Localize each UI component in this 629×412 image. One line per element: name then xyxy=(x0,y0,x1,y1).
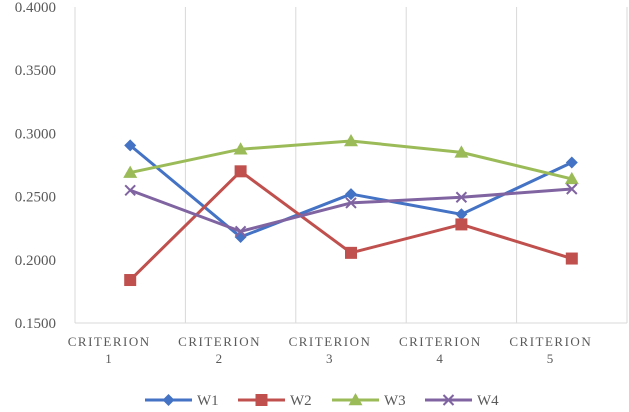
x-tick-label: CRITERION xyxy=(399,334,482,349)
series-w1 xyxy=(124,139,578,244)
data-point-w3 xyxy=(123,165,138,178)
data-point-w3 xyxy=(233,142,248,155)
x-tick-label: 2 xyxy=(216,351,224,366)
data-point-w2 xyxy=(565,252,578,265)
marker-stroke xyxy=(442,394,455,406)
x-tick-label: CRITERION xyxy=(178,334,261,349)
marker-stroke xyxy=(566,183,578,195)
legend-label: W1 xyxy=(197,393,219,407)
data-point-w3 xyxy=(454,145,469,158)
marker-stroke xyxy=(345,197,357,209)
legend-item-w4: W4 xyxy=(425,393,499,409)
data-point-w1 xyxy=(345,188,357,201)
y-tick-label: 0.3500 xyxy=(15,63,56,79)
series-w4 xyxy=(124,183,578,238)
y-tick-label: 0.1500 xyxy=(15,316,56,332)
legend-swatch-marker xyxy=(162,394,175,406)
y-tick-label: 0.2000 xyxy=(15,253,56,269)
legend-item-w1: W1 xyxy=(145,393,219,409)
y-tick-label: 0.2500 xyxy=(15,190,56,206)
x-tick-label: 3 xyxy=(326,351,334,366)
data-point-w4 xyxy=(566,183,578,195)
x-tick-label: CRITERION xyxy=(509,334,592,349)
series-w3 xyxy=(123,133,579,185)
data-point-w4 xyxy=(455,191,468,203)
data-point-w4 xyxy=(345,197,357,209)
marker-stroke xyxy=(234,225,247,238)
gridlines xyxy=(74,7,628,323)
legend-item-w2: W2 xyxy=(238,393,312,409)
x-tick-label: 1 xyxy=(105,351,113,366)
marker-stroke xyxy=(455,191,468,203)
legend: W1 W2 W3 W4 xyxy=(145,393,499,409)
x-tick-label: CRITERION xyxy=(289,334,372,349)
legend-label: W3 xyxy=(384,393,406,407)
x-tick-label: CRITERION xyxy=(68,334,151,349)
data-point-w3 xyxy=(564,171,579,185)
data-point-w4 xyxy=(234,225,247,238)
legend-swatch-marker xyxy=(255,394,268,406)
x-tick-label: 5 xyxy=(547,351,555,366)
legend-label: W4 xyxy=(477,393,499,407)
x-tick-label: 4 xyxy=(436,351,444,366)
y-axis: 0.1500 0.2000 0.2500 0.3000 0.3500 0.4000 xyxy=(15,0,56,332)
legend-swatch-marker xyxy=(442,394,455,406)
data-point-w2 xyxy=(124,274,137,287)
legend-swatch-marker xyxy=(348,393,363,406)
x-axis: CRITERION 1 CRITERION 2 CRITERION 3 CRITERION 4… xyxy=(68,322,627,366)
legend-label: W2 xyxy=(290,393,312,407)
data-point-w2 xyxy=(234,165,247,178)
series-line-w2 xyxy=(129,169,573,282)
data-point-w4 xyxy=(124,184,136,196)
data-point-w1 xyxy=(455,208,468,221)
y-tick-label: 0.4000 xyxy=(15,0,56,16)
series xyxy=(123,133,579,287)
marker-stroke xyxy=(124,184,136,196)
data-point-w3 xyxy=(344,133,358,147)
legend-item-w3: W3 xyxy=(332,393,406,409)
series-line-w3 xyxy=(129,139,573,181)
data-point-w1 xyxy=(565,156,578,169)
series-w2 xyxy=(124,165,578,287)
data-point-w1 xyxy=(124,139,137,152)
y-tick-label: 0.3000 xyxy=(15,126,56,142)
data-point-w2 xyxy=(455,218,468,231)
data-point-w2 xyxy=(345,246,357,259)
